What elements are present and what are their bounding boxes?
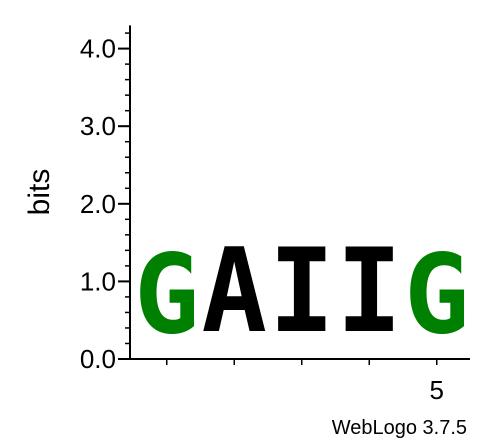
y-tick-label: 4.0 (80, 34, 116, 64)
logo-letter-i-pos-4: I (337, 224, 402, 359)
y-tick-label: 3.0 (80, 111, 116, 141)
x-axis: 5 (130, 358, 470, 405)
y-tick-label: 0.0 (80, 344, 116, 374)
x-tick-label: 5 (430, 375, 444, 405)
logo-letter-g-pos-1: G (134, 231, 199, 358)
y-tick-label: 2.0 (80, 189, 116, 219)
logo-letter-g-pos-5: G (404, 231, 469, 358)
logo-letter-i-pos-3: I (269, 224, 334, 359)
y-axis-label: bits (23, 169, 56, 216)
logo-letter-a-pos-2: A (202, 224, 267, 359)
weblogo-credit: WebLogo 3.7.5 (332, 417, 467, 439)
y-axis: 0.0 1.0 2.0 3.0 4.0 (80, 25, 131, 374)
y-tick-label: 1.0 (80, 266, 116, 296)
